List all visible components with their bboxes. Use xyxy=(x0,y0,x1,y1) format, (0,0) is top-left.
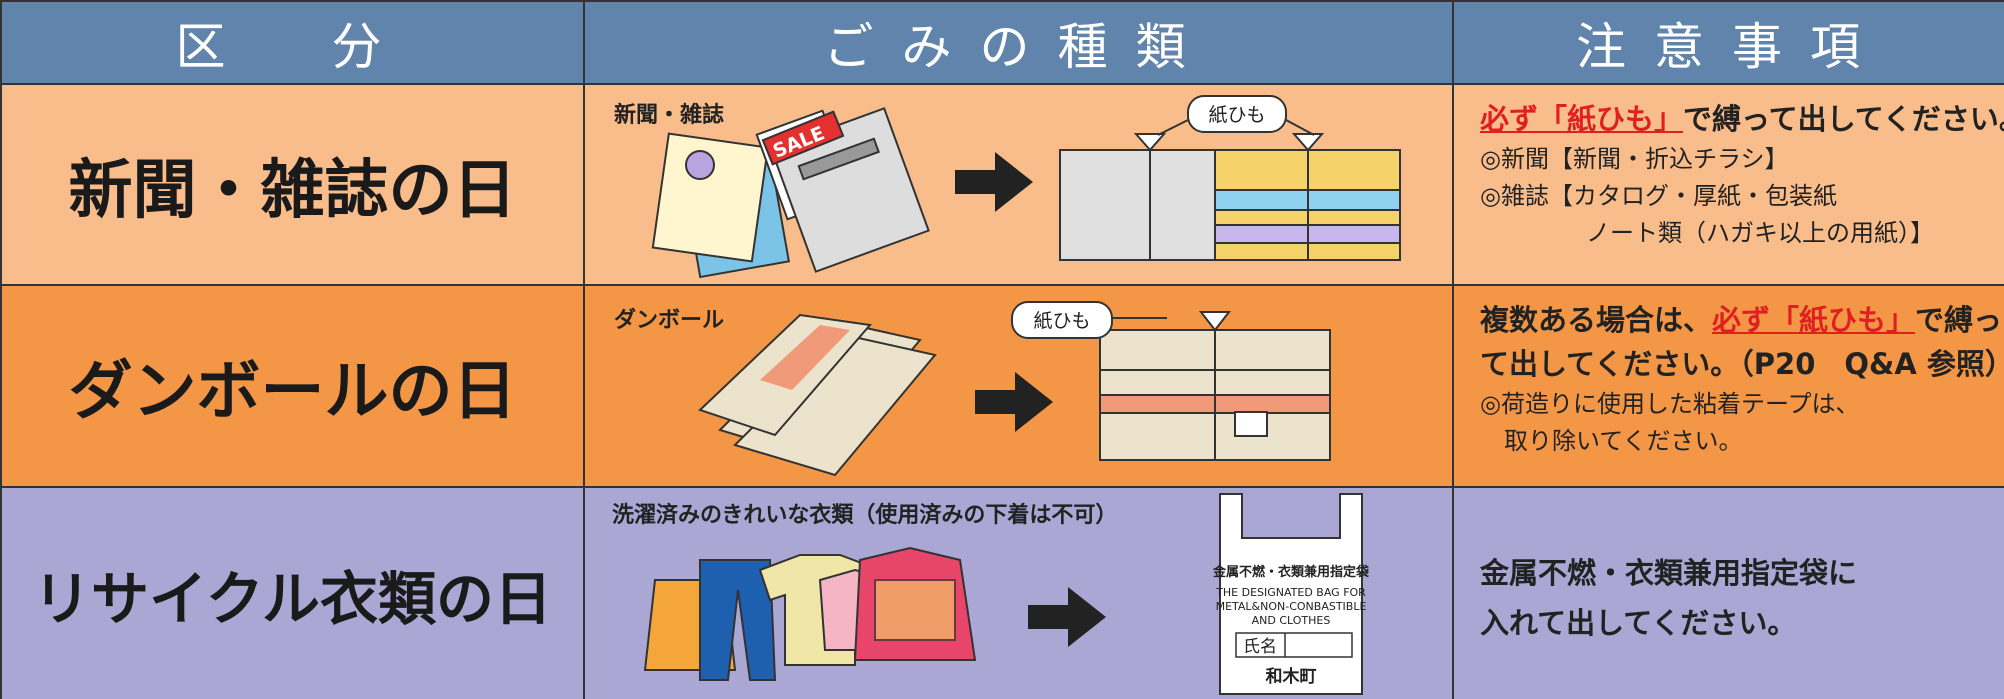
note-line: ノート類（ハガキ以上の用紙）】 xyxy=(1586,219,1934,247)
illustration-label: ダンボール xyxy=(614,307,724,333)
bag-text: THE DESIGNATED BAG FOR xyxy=(1215,586,1366,599)
callout-text: 紙ひも xyxy=(1033,310,1090,332)
category: ダンボールの日 xyxy=(0,284,585,488)
tied-boxes xyxy=(1099,311,1331,461)
heading-text: 複数ある場合は、 xyxy=(1480,303,1713,337)
bag-text: AND CLOTHES xyxy=(1252,614,1331,627)
notes-heading: 金属不燃・衣類兼用指定袋に xyxy=(1480,556,1858,590)
illustration-label: 新聞・雑誌 xyxy=(614,102,724,128)
category: リサイクル衣類の日 xyxy=(0,486,585,699)
arrow xyxy=(975,372,1053,432)
notes: 複数ある場合は、必ず「紙ひも」で縛っ て出してください。（P20 Q&A 参照）… xyxy=(1452,284,2004,488)
header-cell: 区 分 xyxy=(0,0,585,85)
notes-heading: 複数ある場合は、必ず「紙ひも」で縛っ xyxy=(1480,298,2004,342)
note-line: ◎荷造りに使用した粘着テープは、 xyxy=(1480,390,1860,418)
emphasis: 必ず「紙ひも」 xyxy=(1480,102,1684,136)
notes-heading: 必ず「紙ひも」で縛って出してください。 xyxy=(1480,97,2004,141)
notes-heading: 入れて出してください。 xyxy=(1480,606,1797,640)
arrow xyxy=(1028,587,1106,647)
callout xyxy=(1011,301,1113,339)
magazines xyxy=(651,107,930,279)
callout-text: 紙ひも xyxy=(1208,104,1265,126)
notes: 金属不燃・衣類兼用指定袋に 入れて出してください。 xyxy=(1452,486,2004,699)
flat-boxes xyxy=(698,313,937,477)
clothes xyxy=(643,546,977,681)
heading-text: で縛っ xyxy=(1915,303,2003,337)
heading-text: で縛って出してください。 xyxy=(1683,102,2004,136)
category: 新聞・雑誌の日 xyxy=(0,83,585,286)
bag-text: 金属不燃・衣類兼用指定袋 xyxy=(1212,564,1370,580)
bag-text: METAL&NON-CONBASTIBLE xyxy=(1216,600,1367,613)
emphasis: 必ず「紙ひも」 xyxy=(1712,303,1916,337)
bundle xyxy=(1059,133,1401,261)
callout-pointer xyxy=(1157,119,1315,136)
notes-heading: て出してください。（P20 Q&A 参照） xyxy=(1480,347,2004,381)
arrow xyxy=(955,152,1033,212)
callout xyxy=(1187,95,1287,133)
name-field-label: 氏名 xyxy=(1243,637,1277,657)
illustration-label: 洗濯済みのきれいな衣類（使用済みの下着は不可） xyxy=(612,502,1117,528)
name-field xyxy=(1235,632,1353,658)
note-line: ◎雑誌【カタログ・厚紙・包装紙 xyxy=(1480,182,1837,210)
note-line: ◎新聞【新聞・折込チラシ】 xyxy=(1480,145,1789,173)
notes: 必ず「紙ひも」で縛って出してください。 ◎新聞【新聞・折込チラシ】 ◎雑誌【カタ… xyxy=(1452,83,2004,286)
town-name: 和木町 xyxy=(1266,666,1317,687)
note-line: 取り除いてください。 xyxy=(1504,427,1743,455)
